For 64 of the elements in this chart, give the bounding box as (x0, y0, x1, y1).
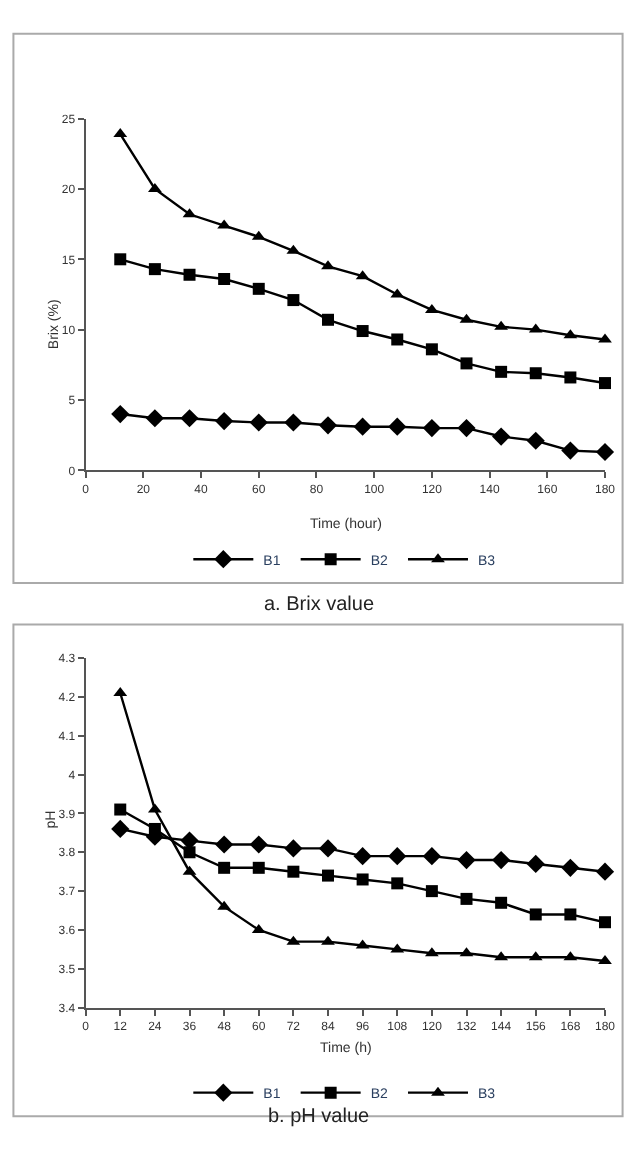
point (356, 325, 369, 338)
point (145, 409, 164, 428)
point (284, 413, 303, 432)
point (322, 313, 334, 326)
point (391, 333, 404, 346)
point (564, 908, 577, 921)
point (318, 416, 338, 435)
point (180, 409, 199, 428)
point (598, 955, 612, 965)
point (422, 419, 441, 438)
point (599, 916, 611, 929)
point (111, 404, 130, 424)
point (353, 417, 372, 436)
point (148, 263, 161, 276)
point (422, 847, 441, 866)
point (114, 803, 127, 816)
point (215, 835, 234, 854)
text: b. pH value (268, 1106, 371, 1128)
point (218, 272, 231, 285)
point (457, 850, 476, 870)
point (183, 268, 196, 281)
point (249, 835, 268, 854)
point (148, 822, 161, 835)
point (561, 441, 580, 460)
point (287, 865, 300, 878)
point (183, 846, 196, 859)
point (529, 367, 542, 380)
point (114, 253, 127, 266)
point (215, 411, 234, 431)
point (492, 427, 511, 446)
point (322, 869, 334, 882)
point (457, 419, 476, 438)
point (595, 442, 615, 462)
text: a. Brix value (264, 594, 375, 616)
point (388, 847, 407, 866)
point (595, 862, 615, 881)
point (425, 343, 438, 356)
point (284, 839, 303, 858)
point (318, 839, 338, 858)
point (460, 357, 473, 370)
point (111, 819, 130, 839)
point (391, 877, 404, 890)
point (460, 892, 473, 905)
point (526, 854, 545, 874)
point (321, 260, 335, 270)
point (598, 333, 612, 343)
point (249, 413, 268, 432)
point (252, 861, 265, 874)
point (526, 431, 545, 450)
point (564, 371, 577, 384)
point (599, 377, 611, 390)
point (529, 908, 542, 921)
point (353, 847, 372, 866)
point (356, 873, 369, 886)
point (218, 861, 231, 874)
point (495, 896, 508, 909)
point (425, 885, 438, 898)
point (321, 935, 335, 945)
point (252, 282, 265, 295)
point (492, 850, 511, 870)
point (388, 417, 407, 436)
point (495, 365, 508, 378)
point (561, 858, 580, 877)
point (287, 294, 300, 307)
